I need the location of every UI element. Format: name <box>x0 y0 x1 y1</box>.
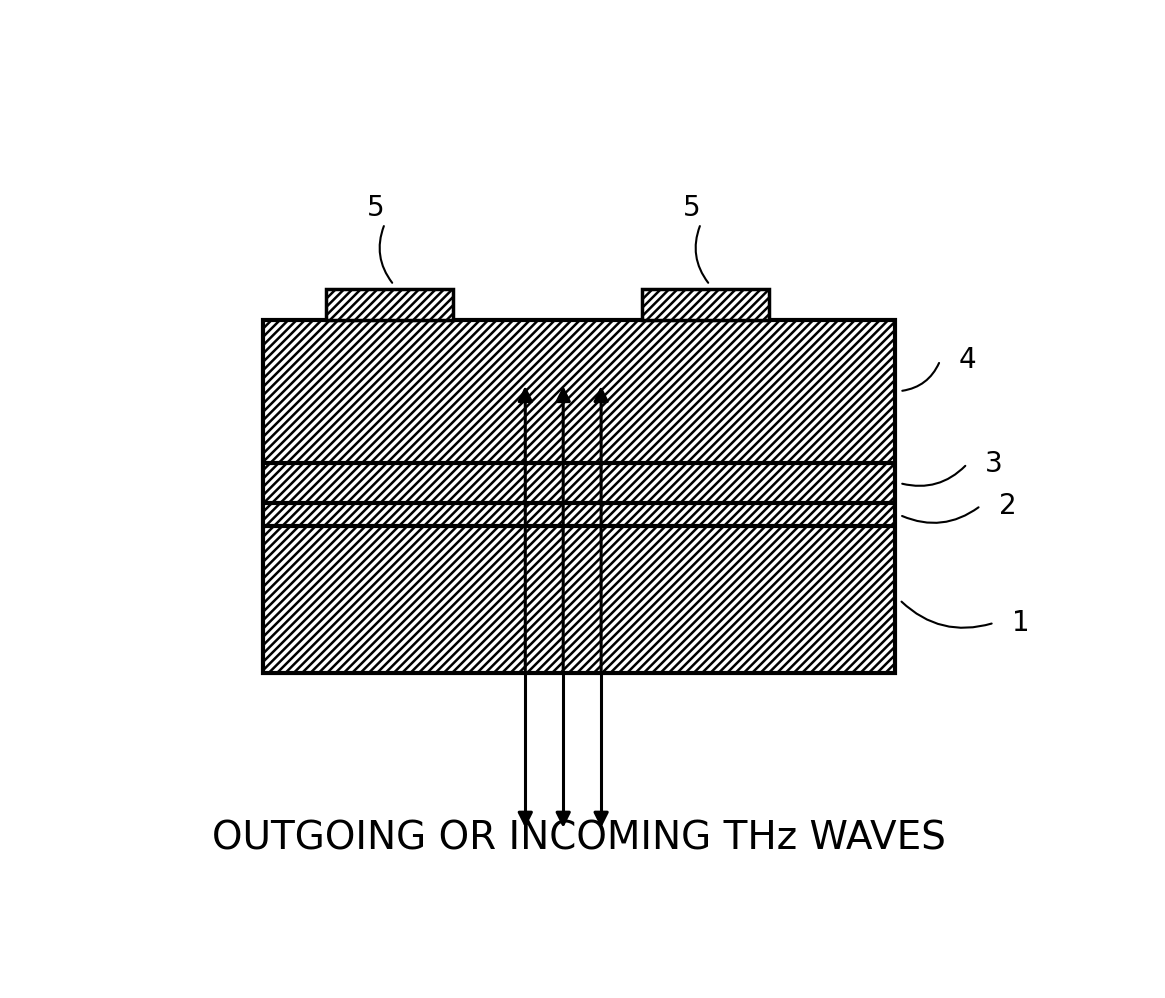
Text: 5: 5 <box>683 195 700 223</box>
Text: 5: 5 <box>367 195 384 223</box>
Bar <box>263 526 895 673</box>
Bar <box>263 503 895 526</box>
Bar <box>263 319 895 463</box>
Text: 2: 2 <box>998 492 1017 520</box>
Bar <box>263 319 895 673</box>
Bar <box>263 463 895 503</box>
Text: 1: 1 <box>1012 609 1030 637</box>
Text: 3: 3 <box>986 450 1003 478</box>
Text: 4: 4 <box>958 346 976 374</box>
Bar <box>326 288 452 319</box>
Bar <box>642 288 769 319</box>
Text: OUTGOING OR INCOMING THz WAVES: OUTGOING OR INCOMING THz WAVES <box>212 819 946 857</box>
